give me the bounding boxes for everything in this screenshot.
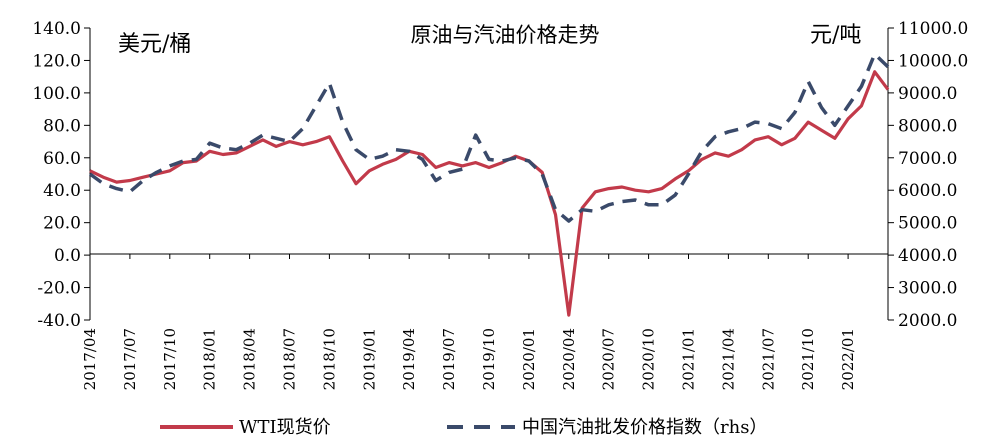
x-tick-label: 2019/07 (440, 328, 458, 390)
x-tick-label: 2020/07 (600, 328, 618, 390)
x-tick-label: 2017/04 (81, 328, 99, 390)
x-axis-ticks: 2017/04 2017/07 2017/10 2018/01 2018/04 2018/… (81, 254, 857, 390)
x-tick-label: 2021/04 (719, 328, 737, 390)
x-tick-label: 2020/04 (560, 328, 578, 390)
y-right-tick-label: 9000.0 (898, 84, 957, 104)
y-right-tick-label: 11000.0 (898, 19, 968, 39)
y-left-tick-label: 0.0 (54, 246, 81, 266)
x-tick-label: 2020/10 (640, 328, 658, 390)
x-tick-label: 2018/04 (241, 328, 259, 390)
left-axis-unit: 美元/桶 (118, 32, 191, 57)
x-tick-label: 2018/10 (320, 328, 338, 390)
x-tick-label: 2018/07 (281, 328, 299, 390)
y-axis-right-ticks: 11000.0 10000.0 9000.0 8000.0 7000.0 6000.0 50… (888, 19, 968, 331)
y-left-tick-label: 60.0 (43, 149, 81, 169)
y-left-tick-label: 140.0 (32, 19, 81, 39)
x-tick-label: 2018/01 (201, 328, 219, 390)
x-tick-label: 2021/07 (759, 328, 777, 390)
y-right-tick-label: 7000.0 (898, 149, 957, 169)
y-left-tick-label: 40.0 (43, 181, 81, 201)
y-right-tick-label: 6000.0 (898, 181, 957, 201)
y-right-tick-label: 8000.0 (898, 116, 957, 136)
y-right-tick-label: 4000.0 (898, 246, 957, 266)
y-left-tick-label: 20.0 (43, 214, 81, 234)
y-left-tick-label: 120.0 (32, 51, 81, 71)
legend: WTI现货价 中国汽油批发价格指数（rhs） (160, 417, 767, 438)
y-left-tick-label: 100.0 (32, 84, 81, 104)
x-tick-label: 2021/01 (680, 328, 698, 390)
y-right-tick-label: 5000.0 (898, 214, 957, 234)
y-right-tick-label: 10000.0 (898, 51, 968, 71)
series-line-wti (89, 70, 890, 317)
y-right-tick-label: 2000.0 (898, 311, 957, 331)
x-tick-label: 2021/10 (799, 328, 817, 390)
axes (89, 28, 889, 320)
y-left-tick-label: 80.0 (43, 116, 81, 136)
chart-title: 原油与汽油价格走势 (411, 23, 600, 47)
x-tick-label: 2019/01 (360, 328, 378, 390)
x-tick-label: 2017/07 (121, 328, 139, 390)
legend-label-gasoline: 中国汽油批发价格指数（rhs） (522, 417, 767, 438)
x-tick-label: 2020/01 (520, 328, 538, 390)
y-axis-left-ticks: 140.0 120.0 100.0 80.0 60.0 40.0 20.0 0.0 -20.0 -… (32, 19, 90, 331)
x-tick-label: 2017/10 (161, 328, 179, 390)
x-tick-label: 2022/01 (839, 328, 857, 390)
y-right-tick-label: 3000.0 (898, 279, 957, 299)
x-tick-label: 2019/10 (480, 328, 498, 390)
y-left-tick-label: -40.0 (37, 311, 81, 331)
right-axis-unit: 元/吨 (810, 23, 861, 48)
series-line-gasoline (88, 52, 890, 223)
series-group (88, 52, 890, 317)
legend-label-wti: WTI现货价 (239, 417, 331, 438)
y-left-tick-label: -20.0 (37, 279, 81, 299)
x-tick-label: 2019/04 (400, 328, 418, 390)
